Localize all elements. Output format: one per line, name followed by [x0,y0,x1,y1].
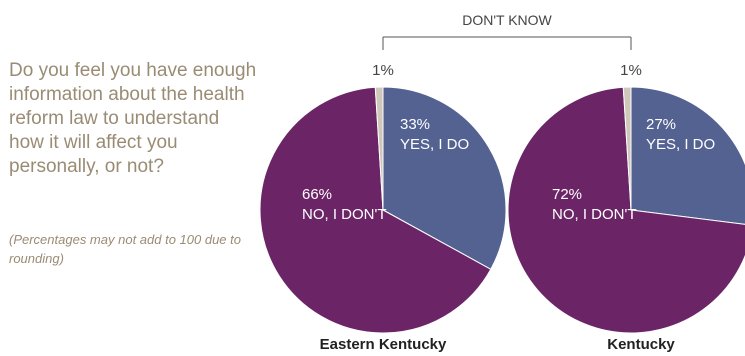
dont-know-label: DON'T KNOW [462,12,552,28]
pie-eastern-kentucky-dontknow-label: 1% [372,62,394,79]
pie-eastern-kentucky-slice-no [259,86,492,334]
pie-kentucky-title: Kentucky [607,336,675,353]
pie-kentucky-dontknow-label: 1% [620,62,642,79]
pie-kentucky-no-value: 72% [552,186,582,203]
question-note: (Percentages may not add to 100 due to r… [9,232,241,266]
pie-kentucky-yes-value: 27% [646,116,676,133]
pie-eastern-kentucky-slice-yes [382,86,507,270]
pie-eastern-kentucky-no-value: 66% [302,186,332,203]
dont-know-bracket [382,36,632,50]
pie-eastern-kentucky-yes-value: 33% [400,116,430,133]
pie-eastern-kentucky-no-label: NO, I DON'T [302,206,387,223]
pie-kentucky-no-label: NO, I DON'T [552,206,637,223]
pie-eastern-kentucky-slice-dontknow [374,86,384,211]
pie-eastern-kentucky-title: Eastern Kentucky [320,336,447,353]
pie-kentucky [507,86,745,334]
question-text: Do you feel you have enough information … [9,60,257,177]
pie-kentucky-slice-dontknow [622,86,632,211]
pie-eastern-kentucky [259,86,507,334]
pie-kentucky-slice-yes [630,86,745,225]
pie-kentucky-yes-label: YES, I DO [646,136,715,153]
pie-eastern-kentucky-yes-label: YES, I DO [400,136,469,153]
pie-kentucky-slice-no [507,86,745,334]
